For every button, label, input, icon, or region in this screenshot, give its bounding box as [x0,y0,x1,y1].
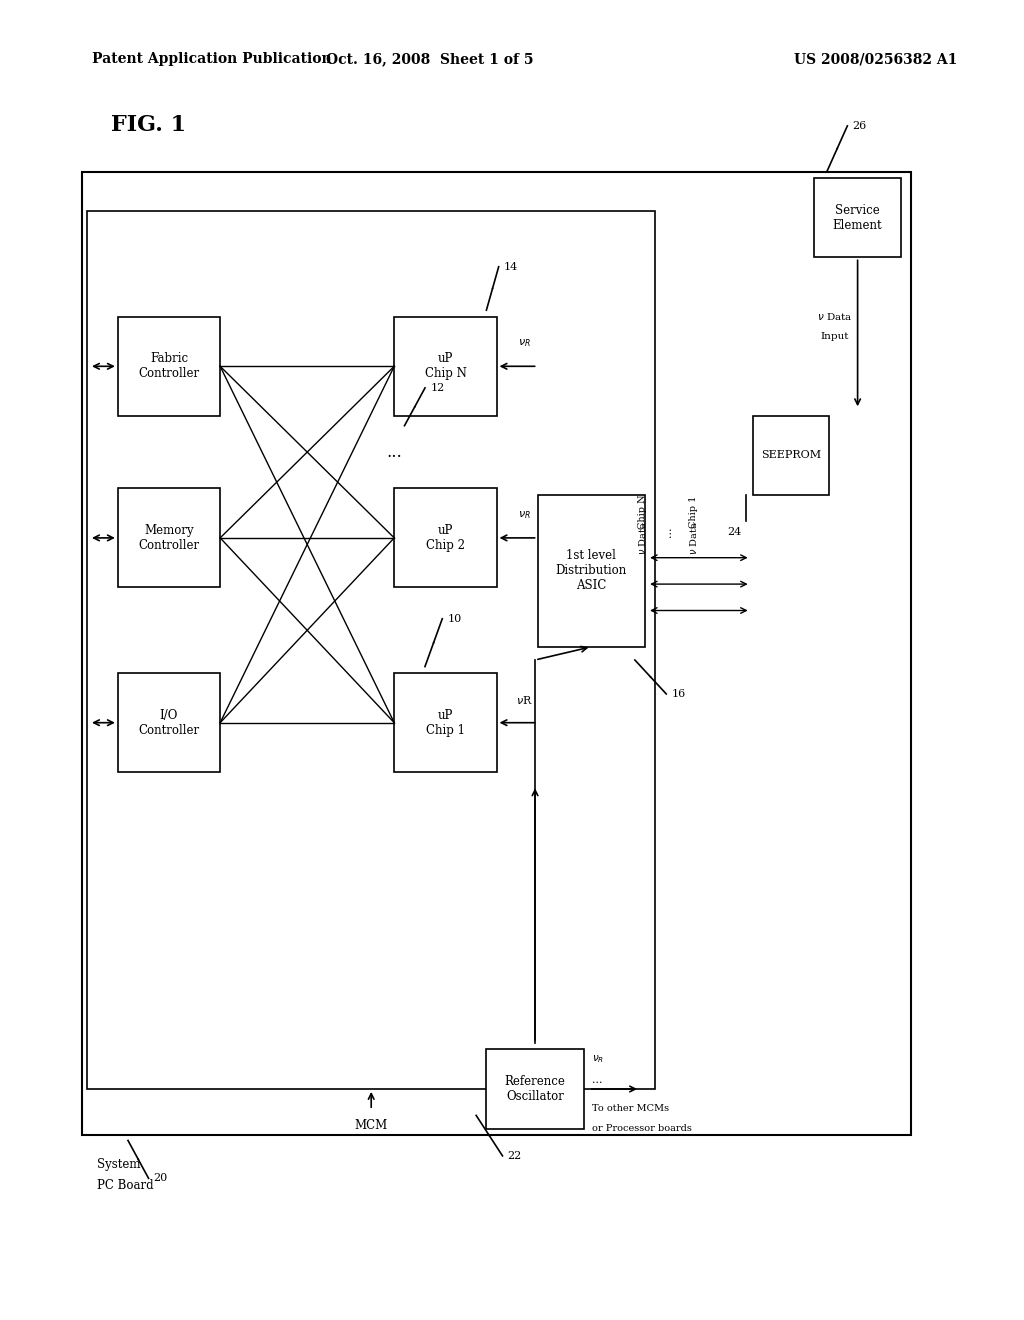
FancyBboxPatch shape [814,178,901,257]
Text: uP
Chip 1: uP Chip 1 [426,709,465,737]
Text: To other MCMs: To other MCMs [592,1104,669,1113]
Text: Memory
Controller: Memory Controller [138,524,200,552]
Text: $\nu$ Data: $\nu$ Data [817,312,853,322]
Text: FIG. 1: FIG. 1 [111,115,186,136]
Text: 1st level
Distribution
ASIC: 1st level Distribution ASIC [556,549,627,593]
Text: 16: 16 [672,689,686,698]
Text: Chip 1: Chip 1 [689,495,698,528]
Text: Chip N: Chip N [638,494,647,529]
Text: 14: 14 [504,261,518,272]
Text: Input: Input [821,333,849,341]
Text: PC Board: PC Board [97,1179,154,1192]
Text: $\nu_R$: $\nu_R$ [592,1053,604,1065]
Text: 22: 22 [508,1151,522,1160]
Text: $\nu_R$: $\nu_R$ [518,510,530,520]
FancyBboxPatch shape [118,317,220,416]
Text: 20: 20 [154,1173,168,1183]
FancyBboxPatch shape [394,673,497,772]
Text: ...: ... [592,1074,602,1085]
Text: Patent Application Publication: Patent Application Publication [92,53,332,66]
Text: 26: 26 [852,121,866,131]
Text: 24: 24 [727,527,741,537]
Text: uP
Chip 2: uP Chip 2 [426,524,465,552]
Text: Oct. 16, 2008  Sheet 1 of 5: Oct. 16, 2008 Sheet 1 of 5 [327,53,534,66]
FancyBboxPatch shape [394,317,497,416]
Text: System: System [97,1158,140,1171]
Text: $\nu$R: $\nu$R [516,693,532,706]
FancyBboxPatch shape [394,488,497,587]
Text: ...: ... [664,527,673,536]
Text: uP
Chip N: uP Chip N [425,352,466,380]
Text: Fabric
Controller: Fabric Controller [138,352,200,380]
Text: US 2008/0256382 A1: US 2008/0256382 A1 [794,53,957,66]
Text: Service
Element: Service Element [833,203,883,232]
Text: Reference
Oscillator: Reference Oscillator [505,1074,565,1104]
Text: 12: 12 [430,383,444,393]
Text: MCM: MCM [354,1119,388,1133]
FancyBboxPatch shape [538,495,645,647]
Text: SEEPROM: SEEPROM [761,450,821,461]
FancyBboxPatch shape [118,488,220,587]
Text: I/O
Controller: I/O Controller [138,709,200,737]
FancyBboxPatch shape [486,1049,584,1129]
Text: $\nu_R$: $\nu_R$ [518,338,530,348]
Text: 10: 10 [447,614,462,624]
Text: $\nu$ Data: $\nu$ Data [637,521,648,554]
Text: $\nu$ Data: $\nu$ Data [688,521,699,554]
Text: ...: ... [386,444,402,461]
FancyBboxPatch shape [753,416,829,495]
Text: or Processor boards: or Processor boards [592,1123,692,1133]
FancyBboxPatch shape [118,673,220,772]
